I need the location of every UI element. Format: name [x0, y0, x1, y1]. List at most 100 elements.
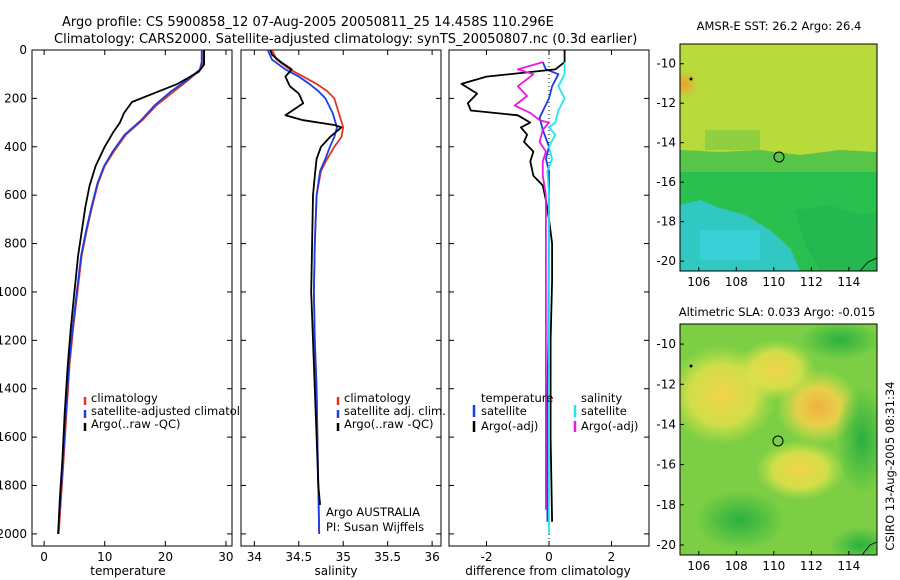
legend-argo-raw: Argo(..raw -QC): [91, 417, 181, 431]
x-tick-label: 35.5: [374, 550, 401, 564]
argo-organisation: Argo AUSTRALIA: [326, 505, 420, 519]
sla-map-frame: [679, 323, 878, 556]
sst-greenish-patch: [705, 130, 760, 150]
x-tick-label: -2: [481, 550, 493, 564]
map-y-tick-label: -14: [656, 136, 676, 150]
map-x-tick-label: 106: [687, 559, 710, 573]
map-x-tick-label: 112: [800, 275, 823, 289]
sst-cyan-core: [700, 230, 760, 260]
credit-timestamp: CSIRO 13-Aug-2005 08:31:34: [883, 381, 897, 550]
principal-investigator: PI: Susan Wijffels: [326, 520, 424, 534]
y-tick-label: 800: [4, 237, 27, 251]
difference-xlabel: difference from climatology: [465, 564, 631, 578]
map-y-tick-label: -12: [656, 377, 676, 391]
sla-low-southeast: [830, 527, 877, 555]
map-x-tick-label: 114: [837, 559, 860, 573]
salinity-xlabel: salinity: [314, 564, 357, 578]
sst-map-title: AMSR-E SST: 26.2 Argo: 26.4: [697, 19, 862, 33]
legend-climatology: climatology: [344, 391, 411, 405]
series-line-salinity-satellite: [546, 62, 566, 534]
map-x-tick-label: 108: [725, 275, 748, 289]
sla-argo-marker: [772, 435, 784, 447]
map-x-tick-label: 110: [762, 559, 785, 573]
y-tick-label: 1600: [0, 430, 27, 444]
sla-map-panel: Altimetric SLA: 0.033 Argo: -0.015 106 10…: [656, 305, 878, 573]
legend-sal-argo: Argo(-adj): [581, 419, 638, 433]
sst-map-panel: AMSR-E SST: 26.2 Argo: 26.4 106 108 110 112…: [656, 19, 878, 289]
series-line-satellite-adjusted-climatology: [57, 50, 203, 534]
series-line-salinity-argo-adj-: [513, 61, 550, 510]
y-tick-label: 0: [19, 43, 27, 57]
sst-warm-spot: [680, 70, 698, 98]
series-line-argo-raw-qc-: [269, 49, 343, 505]
legend-climatology: climatology: [91, 391, 158, 405]
sla-low-east: [836, 385, 877, 495]
x-tick-label: 34: [247, 550, 262, 564]
x-tick-label: 36: [424, 550, 439, 564]
map-y-tick-label: -12: [656, 96, 676, 110]
map-y-tick-label: -18: [656, 215, 676, 229]
temperature-axes-frame: [31, 49, 233, 547]
sla-high-south: [755, 440, 845, 500]
x-tick-label: 0: [40, 550, 48, 564]
x-tick-label: 35: [336, 550, 351, 564]
y-tick-label: 1800: [0, 479, 27, 493]
y-tick-label: 1400: [0, 382, 27, 396]
sst-coast-dot: [689, 77, 693, 81]
x-tick-label: 30: [218, 550, 233, 564]
temperature-panel: 0 200 400 600 800 1000 1200 1400 1600 1800 2000 0 1…: [0, 43, 261, 578]
sst-coastline: [859, 257, 877, 271]
figure-title: Argo profile: CS 5900858_12 07-Aug-2005 …: [62, 15, 554, 30]
series-line-satellite-adj-clim-: [266, 49, 338, 534]
map-y-tick-label: -10: [656, 57, 676, 71]
sst-map-frame: [679, 43, 878, 272]
x-tick-label: 2: [608, 550, 616, 564]
series-line-temperature-argo-adj-: [460, 50, 566, 522]
legend-temp-argo: Argo(-adj): [481, 419, 538, 433]
map-y-tick-label: -20: [656, 538, 676, 552]
y-tick-label: 2000: [0, 527, 27, 541]
map-x-tick-label: 114: [837, 275, 860, 289]
map-y-tick-label: -16: [656, 458, 676, 472]
sst-argo-marker: [773, 151, 785, 163]
difference-panel: -2 0 2 difference from climatology tempera…: [448, 49, 650, 578]
figure-subtitle: Climatology: CARS2000. Satellite-adjuste…: [54, 32, 637, 47]
sla-high-central: [736, 340, 816, 400]
legend-temp-satellite: satellite: [481, 404, 527, 418]
legend-sal-satellite: satellite: [581, 404, 627, 418]
y-tick-label: 1000: [0, 285, 27, 299]
salinity-legend: climatology satellite adj. clim. Argo(..…: [336, 391, 446, 431]
map-y-tick-label: -10: [656, 337, 676, 351]
x-tick-label: 20: [158, 550, 173, 564]
sla-coastline: [861, 541, 877, 555]
legend-salinity-heading: salinity: [581, 391, 622, 405]
map-x-tick-label: 106: [687, 275, 710, 289]
map-x-tick-label: 112: [800, 559, 823, 573]
map-x-tick-label: 108: [725, 559, 748, 573]
x-tick-label: 34.5: [285, 550, 312, 564]
temperature-xlabel: temperature: [90, 564, 165, 578]
legend-satellite-adjusted: satellite-adjusted climatology: [91, 404, 261, 418]
difference-legend: temperature satellite Argo(-adj) salinit…: [472, 391, 638, 433]
map-y-tick-label: -18: [656, 498, 676, 512]
map-y-tick-label: -20: [656, 254, 676, 268]
map-y-tick-label: -14: [656, 417, 676, 431]
series-line-argo-raw-qc-: [57, 50, 205, 534]
y-tick-label: 400: [4, 140, 27, 154]
legend-temperature-heading: temperature: [481, 391, 553, 405]
x-tick-label: 10: [97, 550, 112, 564]
y-tick-label: 600: [4, 188, 27, 202]
sst-transition-band: [680, 150, 877, 172]
sla-coast-dot: [689, 364, 693, 368]
temperature-legend: climatology satellite-adjusted climatolo…: [83, 391, 261, 431]
sla-low-north: [800, 324, 877, 360]
sla-map-title: Altimetric SLA: 0.033 Argo: -0.015: [679, 305, 876, 319]
map-x-tick-label: 110: [762, 275, 785, 289]
y-tick-label: 200: [4, 91, 27, 105]
map-y-tick-label: -16: [656, 175, 676, 189]
salinity-panel: 34 34.5 35 35.5 36 salinity climatology sate…: [240, 49, 446, 578]
x-tick-label: 0: [545, 550, 553, 564]
legend-satellite-adj: satellite adj. clim.: [344, 404, 446, 418]
sst-green-lump: [795, 205, 877, 271]
